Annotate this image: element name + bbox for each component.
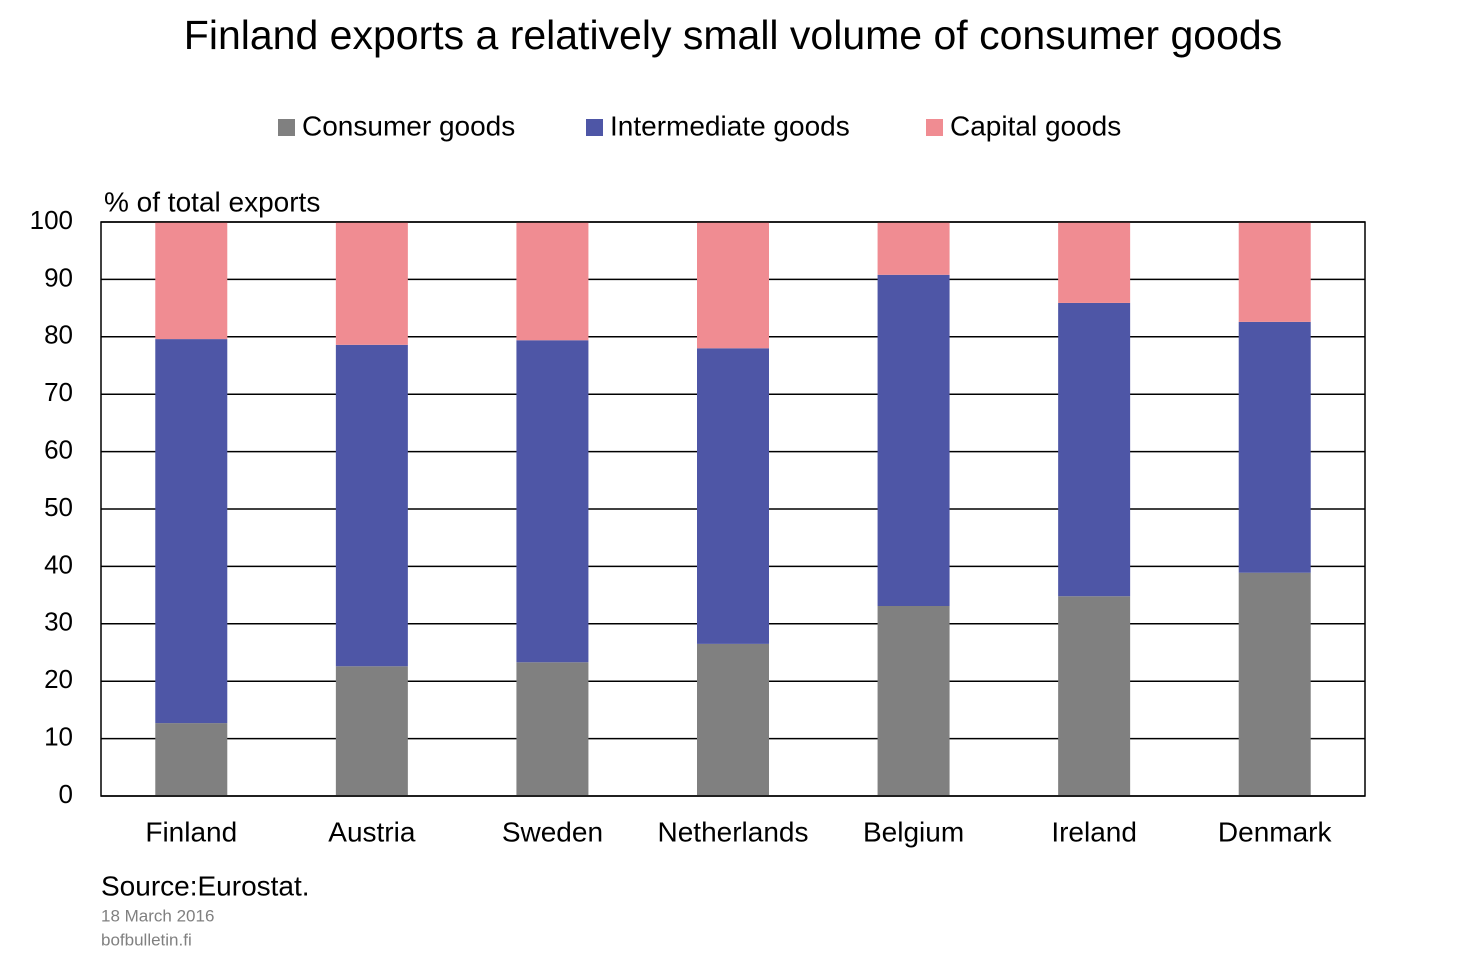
- y-tick-label: 20: [44, 664, 73, 694]
- bar-segment: [516, 340, 589, 663]
- x-tick-label: Ireland: [1051, 816, 1137, 847]
- x-tick-label: Austria: [328, 816, 416, 847]
- legend-label: Consumer goods: [302, 110, 515, 141]
- y-tick-label: 70: [44, 377, 73, 407]
- y-tick-label: 30: [44, 607, 73, 637]
- bar-segment: [697, 643, 769, 796]
- y-tick-label: 10: [44, 721, 73, 751]
- legend-label: Intermediate goods: [610, 110, 850, 141]
- bar-segment: [155, 222, 228, 340]
- date: 18 March 2016: [101, 906, 214, 925]
- legend-swatch: [926, 119, 943, 136]
- source: Source:Eurostat.: [101, 870, 310, 901]
- bar-segment: [1058, 222, 1131, 303]
- y-tick-label: 90: [44, 262, 73, 292]
- bar-segment: [877, 274, 950, 607]
- x-tick-label: Finland: [145, 816, 237, 847]
- bar-segment: [1238, 321, 1311, 573]
- y-tick-label: 0: [59, 779, 73, 809]
- bar-segment: [877, 606, 950, 796]
- y-tick-label: 40: [44, 549, 73, 579]
- bar-segment: [877, 222, 950, 275]
- bar-segment: [155, 339, 228, 724]
- y-tick-label: 50: [44, 492, 73, 522]
- bar-segment: [1058, 596, 1131, 796]
- bar-segment: [335, 344, 408, 667]
- legend-swatch: [278, 119, 295, 136]
- y-tick-label: 60: [44, 434, 73, 464]
- x-tick-label: Belgium: [863, 816, 964, 847]
- legend-swatch: [586, 119, 603, 136]
- bar-segment: [1238, 572, 1311, 796]
- bar-segment: [516, 222, 589, 341]
- bar-segment: [335, 222, 408, 345]
- x-tick-label: Netherlands: [658, 816, 809, 847]
- bar-segment: [1238, 222, 1311, 322]
- site: bofbulletin.fi: [101, 930, 192, 949]
- bar-segment: [697, 222, 769, 349]
- bar-segment: [1058, 302, 1131, 597]
- x-tick-label: Denmark: [1218, 816, 1333, 847]
- y-axis-label: % of total exports: [104, 186, 320, 217]
- bar-segment: [335, 666, 408, 796]
- bar-segment: [516, 662, 589, 796]
- bar-segment: [697, 348, 769, 644]
- y-tick-label: 100: [30, 205, 73, 235]
- bar-segment: [155, 723, 228, 796]
- chart-title: Finland exports a relatively small volum…: [184, 12, 1282, 58]
- x-tick-label: Sweden: [502, 816, 603, 847]
- y-tick-label: 80: [44, 320, 73, 350]
- plot-frame: [100, 221, 1366, 797]
- legend-label: Capital goods: [950, 110, 1121, 141]
